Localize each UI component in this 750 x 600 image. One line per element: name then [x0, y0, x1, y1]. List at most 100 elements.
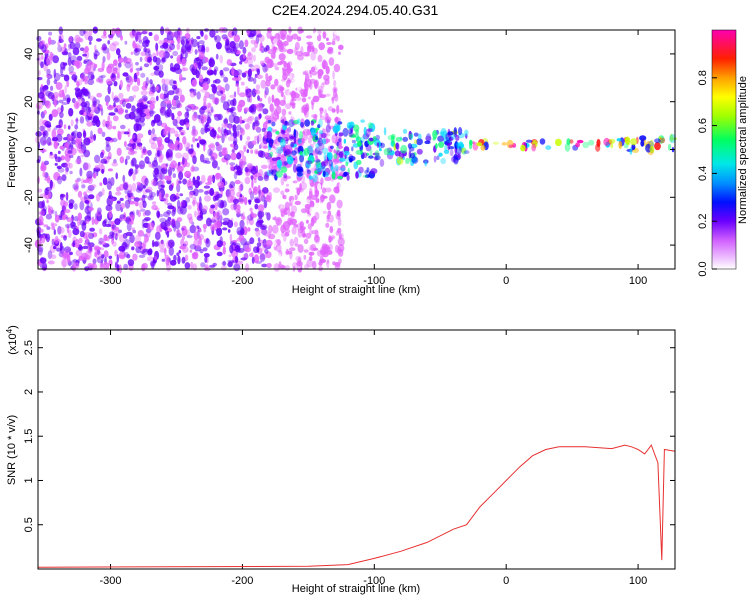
spectrogram-cell — [281, 216, 288, 221]
spectrogram-cell — [244, 166, 249, 173]
spectrogram-cell — [169, 193, 177, 202]
spectrogram-cell — [67, 57, 72, 66]
spectrogram-cell — [68, 65, 74, 74]
spectrogram-cell — [321, 147, 329, 154]
spectrogram-cell — [166, 262, 171, 272]
spectrogram-cell — [321, 187, 327, 194]
spectrogram-cell — [184, 170, 192, 178]
spectrogram-cell — [236, 152, 242, 160]
spectrogram-cell — [326, 131, 333, 138]
spectrogram-cell — [154, 207, 160, 211]
spectrogram-cell — [145, 39, 150, 44]
spectrogram-cell — [222, 101, 230, 111]
spectrogram-cell — [212, 262, 217, 267]
spectrogram-cell — [104, 95, 111, 104]
spectrogram-cell — [207, 110, 211, 114]
spectrogram-cell — [290, 79, 296, 89]
spectrogram-cell — [60, 104, 64, 113]
spectrogram-cell — [408, 133, 413, 139]
spectrogram-cell — [257, 133, 262, 143]
spectrogram-cell — [73, 215, 79, 222]
spectrogram-cell — [88, 35, 93, 42]
spectrogram-cell — [88, 242, 95, 248]
spectrogram-cell — [132, 94, 136, 99]
spectrogram-cell — [257, 220, 264, 224]
spectrogram-cell — [136, 133, 144, 139]
spectrogram-cell — [239, 115, 243, 125]
spectrogram-cell — [85, 218, 90, 225]
spectrogram-cell — [71, 74, 78, 81]
spectrogram-cell — [145, 188, 151, 193]
spectrogram-cell — [83, 90, 89, 97]
spectrogram-cell — [260, 140, 268, 149]
spectrogram-cell — [240, 227, 245, 236]
spectrogram-cell — [152, 180, 158, 186]
spectrogram-cell — [313, 148, 319, 157]
spectrogram-cell — [160, 167, 166, 174]
spectrogram-cell — [257, 33, 263, 38]
spectrogram-cell — [284, 148, 291, 156]
spectrogram-cell — [208, 70, 215, 75]
spectrogram-cell — [304, 199, 312, 206]
spectrogram-cell — [106, 181, 112, 190]
spectrogram-cell — [333, 79, 337, 87]
spectrogram-cell — [61, 258, 69, 267]
spectrogram-cell — [75, 158, 82, 165]
spectrogram-cells — [34, 26, 677, 274]
spectrogram-cell — [320, 143, 326, 152]
spectrogram-cell — [356, 159, 362, 166]
spectrogram-cell — [391, 138, 396, 148]
spectrogram-cell — [123, 182, 129, 190]
spectrogram-cell — [132, 253, 138, 261]
spectrogram-cell — [227, 229, 231, 233]
spectrogram-cell — [276, 146, 284, 154]
spectrogram-cell — [182, 67, 189, 72]
spectrogram-cell — [87, 232, 95, 239]
spectrogram-cell — [57, 175, 62, 181]
spectrogram-cell — [150, 119, 156, 127]
spectrogram-cell — [96, 38, 102, 42]
spectrogram-cell — [432, 137, 436, 141]
spectrogram-cell — [280, 119, 285, 124]
spectrogram-cell — [125, 155, 131, 160]
spectrogram-cell — [257, 184, 261, 191]
spectrogram-cell — [608, 138, 616, 144]
spectrogram-cell — [268, 195, 272, 203]
spectrogram-cell — [202, 223, 208, 229]
spectrogram-cell — [191, 79, 197, 88]
spectrogram-cell — [114, 249, 118, 257]
spectrogram-cell — [275, 130, 280, 135]
spectrogram-cell — [289, 72, 295, 79]
spectrogram-cell — [136, 107, 140, 114]
spectrogram-cell — [85, 231, 92, 237]
spectrogram-cell — [220, 73, 225, 78]
spectrogram-cell — [68, 162, 73, 169]
spectrogram-cell — [167, 239, 175, 248]
spectrogram-cell — [87, 184, 95, 191]
spectrogram-cell — [241, 72, 247, 78]
spectrogram-cell — [128, 221, 134, 225]
spectrogram-cell — [95, 119, 101, 128]
spectrogram-cell — [275, 149, 279, 153]
spectrogram-cell — [105, 101, 109, 106]
spectrogram-cell — [472, 141, 475, 145]
spectrogram-cell — [318, 261, 323, 266]
spectrogram-cell — [306, 259, 314, 268]
spectrogram-cell — [130, 192, 134, 197]
spectrogram-cell — [160, 26, 165, 36]
spectrogram-cell — [203, 185, 211, 189]
spectrogram-cell — [285, 79, 291, 88]
spectrogram-cell — [239, 160, 245, 169]
spectrogram-cell — [112, 41, 120, 47]
spectrogram-cell — [282, 194, 285, 199]
spectrogram-cell — [219, 215, 223, 222]
spectrogram-cell — [310, 194, 318, 201]
spectrogram-cell — [93, 50, 100, 57]
spectrogram-cell — [168, 184, 174, 192]
spectrogram-cell — [312, 47, 318, 55]
spectrogram-cell — [247, 68, 252, 78]
spectrogram-cell — [58, 119, 63, 128]
spectrogram-cell — [411, 156, 419, 164]
spectrogram-cell — [324, 116, 332, 124]
spectrogram-cell — [325, 124, 331, 133]
